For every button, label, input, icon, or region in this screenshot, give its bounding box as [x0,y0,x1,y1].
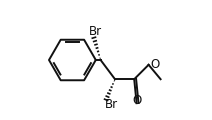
Text: O: O [150,58,159,71]
Text: Br: Br [89,25,102,38]
Text: O: O [132,94,142,107]
Text: Br: Br [105,98,118,111]
